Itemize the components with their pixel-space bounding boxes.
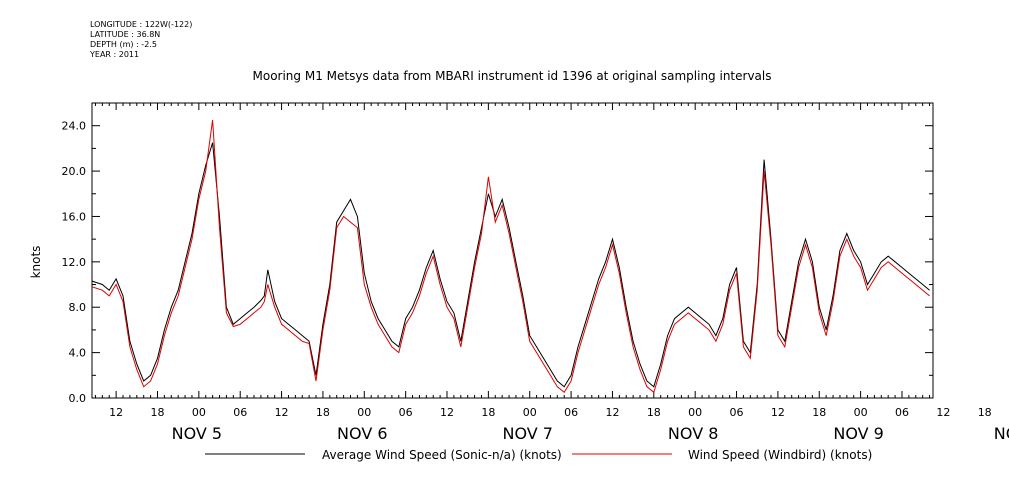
- y-tick-label: 20.0: [62, 165, 87, 178]
- x-hour-label: 06: [730, 406, 744, 419]
- x-day-label: NOV 6: [337, 424, 388, 443]
- x-hour-label: 06: [895, 406, 909, 419]
- y-tick-labels: 0.0 4.0 8.0 12.0 16.0 20.0 24.0: [62, 120, 87, 405]
- x-hour-label: 12: [605, 406, 619, 419]
- legend-label-average: Average Wind Speed (Sonic-n/a) (knots): [322, 448, 562, 462]
- y-tick-label: 0.0: [69, 392, 87, 405]
- x-hour-label: 06: [399, 406, 413, 419]
- x-hour-label: 00: [688, 406, 702, 419]
- x-hour-label: 12: [771, 406, 785, 419]
- x-day-label: NOV 9: [833, 424, 884, 443]
- x-hour-label: 18: [647, 406, 661, 419]
- x-hour-label: 00: [192, 406, 206, 419]
- y-tick-label: 8.0: [69, 301, 87, 314]
- x-day-label: NOV 7: [502, 424, 553, 443]
- x-hour-label: 18: [812, 406, 826, 419]
- x-hour-label: 12: [109, 406, 123, 419]
- y-axis-label: knots: [29, 246, 43, 279]
- series-line-average-wind-speed: [91, 142, 930, 388]
- y-tick-label: 4.0: [69, 347, 87, 360]
- y-tick-label: 16.0: [62, 210, 87, 223]
- x-hour-label: 00: [854, 406, 868, 419]
- x-hour-label: 12: [936, 406, 950, 419]
- plot-axes: [91, 102, 934, 399]
- x-hour-label: 12: [275, 406, 289, 419]
- data-series: [91, 119, 930, 394]
- plot-frame: [91, 102, 934, 399]
- x-hour-label: 12: [440, 406, 454, 419]
- x-tick-labels: 12 18 00 06 12 18 00 06 12 18 00 06 12 18 00 06 12 18 00 06…: [109, 406, 1009, 443]
- year-label: YEAR : 2011: [90, 50, 140, 59]
- x-hour-label: 18: [481, 406, 495, 419]
- x-day-label: NOV 10: [994, 424, 1009, 443]
- x-hour-label: 00: [523, 406, 537, 419]
- x-hour-label: 00: [357, 406, 371, 419]
- chart-title: Mooring M1 Metsys data from MBARI instru…: [253, 69, 772, 83]
- depth-label: DEPTH (m) : -2.5: [90, 40, 157, 49]
- legend-label-windbird: Wind Speed (Windbird) (knots): [688, 448, 872, 462]
- x-hour-label: 06: [233, 406, 247, 419]
- y-tick-label: 24.0: [62, 120, 87, 133]
- x-hour-label: 18: [978, 406, 992, 419]
- latitude-label: LATITUDE : 36.8N: [90, 30, 161, 39]
- x-hour-label: 18: [316, 406, 330, 419]
- y-tick-label: 12.0: [62, 256, 87, 269]
- x-day-label: NOV 5: [172, 424, 223, 443]
- series-line-windbird-wind-speed: [91, 119, 930, 394]
- x-day-label: NOV 8: [668, 424, 719, 443]
- longitude-label: LONGITUDE : 122W(-122): [90, 20, 193, 29]
- chart-legend: Average Wind Speed (Sonic-n/a) (knots) Wi…: [205, 448, 872, 462]
- x-hour-label: 06: [564, 406, 578, 419]
- x-hour-label: 18: [150, 406, 164, 419]
